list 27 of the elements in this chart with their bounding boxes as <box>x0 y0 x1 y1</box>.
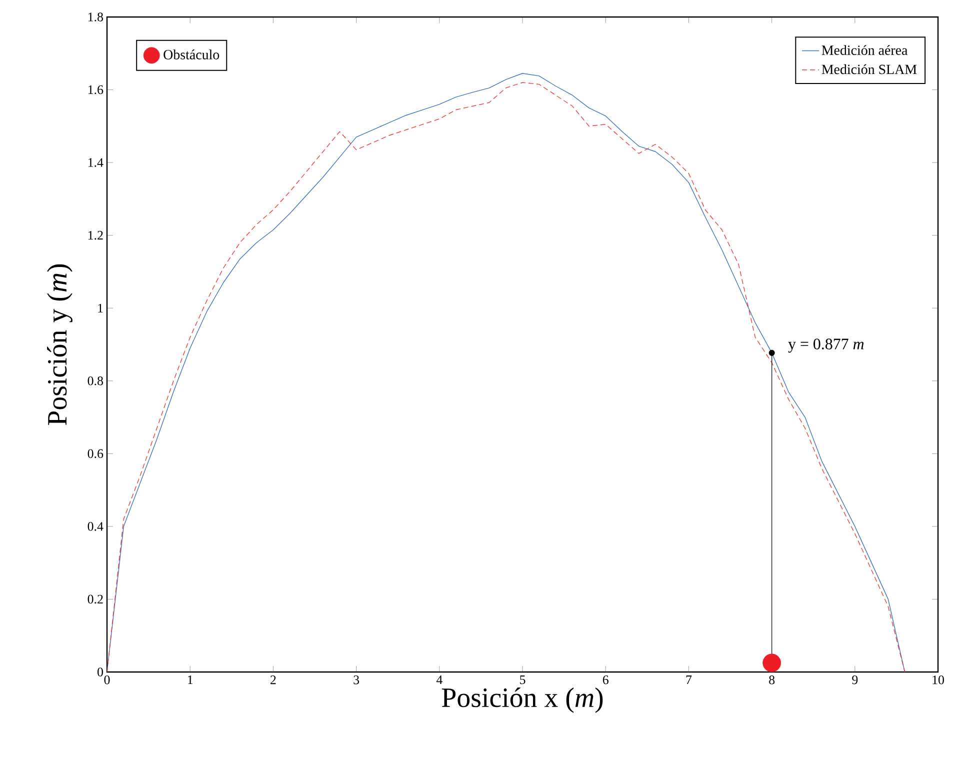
legend-label: Medición SLAM <box>822 64 917 74</box>
y-tick-label: 0.2 <box>88 594 103 604</box>
legend-label: Medición aérea <box>822 45 908 55</box>
x-tick-label: 4 <box>436 676 442 684</box>
y-tick-label: 0 <box>98 668 103 676</box>
x-tick-label: 3 <box>354 676 360 684</box>
x-tick-label: 5 <box>520 676 526 684</box>
annotation: y = 0.877 m <box>788 338 864 353</box>
y-tick-label: 1 <box>98 304 103 312</box>
y-tick-label: 1.2 <box>88 230 103 240</box>
x-tick-label: 10 <box>932 676 944 684</box>
y-tick-label: 1.4 <box>88 158 104 167</box>
y-tick-label: 0.4 <box>88 522 104 531</box>
x-tick-label: 9 <box>852 676 858 684</box>
y-tick-label: 0.6 <box>88 449 104 458</box>
x-tick-label: 7 <box>686 676 692 684</box>
x-tick-label: 8 <box>769 676 775 684</box>
x-tick-label: 0 <box>104 676 110 684</box>
x-tick-label: 2 <box>270 676 276 684</box>
y-tick-label: 1.8 <box>88 12 103 22</box>
y-axis-title: Posición y (m) <box>47 264 72 426</box>
y-tick-label: 1.6 <box>88 85 104 94</box>
x-axis-title: Posición x (m) <box>442 688 603 713</box>
x-tick-label: 1 <box>188 676 193 684</box>
legend-label: Obstáculo <box>164 50 220 60</box>
y-tick-label: 0.8 <box>88 376 103 386</box>
x-tick-label: 6 <box>602 676 608 684</box>
